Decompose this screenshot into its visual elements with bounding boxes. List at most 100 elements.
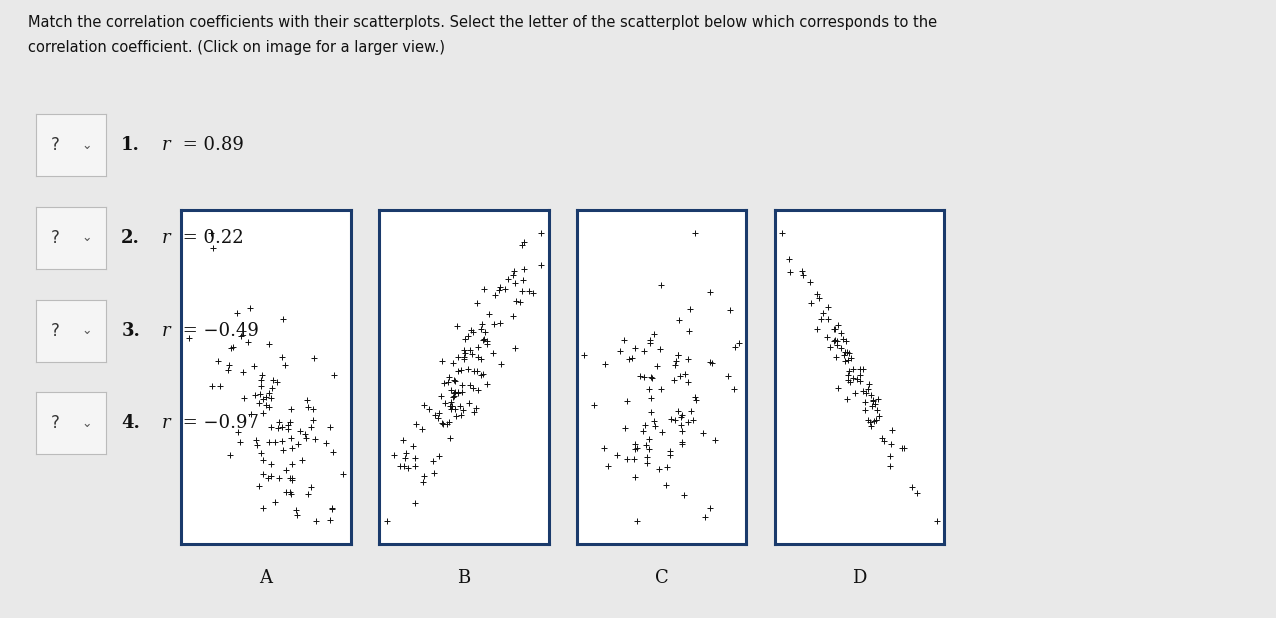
Point: [838, 366, 859, 376]
Point: [246, 439, 267, 449]
Point: [641, 393, 661, 403]
Point: [694, 512, 715, 522]
Point: [444, 404, 464, 414]
Point: [404, 499, 425, 509]
Point: [672, 426, 693, 436]
Point: [639, 434, 660, 444]
Point: [671, 439, 692, 449]
Point: [259, 402, 279, 412]
Point: [854, 386, 874, 396]
Point: [209, 381, 230, 391]
Point: [850, 376, 870, 386]
Point: [438, 417, 458, 426]
Point: [297, 489, 318, 499]
Point: [856, 388, 877, 398]
Point: [376, 516, 397, 526]
Point: [287, 510, 308, 520]
Point: [701, 504, 721, 514]
Point: [251, 370, 272, 380]
Point: [249, 398, 269, 408]
Point: [503, 311, 523, 321]
Text: ?: ?: [51, 321, 60, 340]
Point: [701, 287, 721, 297]
Point: [406, 419, 426, 429]
Point: [800, 277, 820, 287]
Point: [240, 303, 260, 313]
Text: ⌄: ⌄: [80, 417, 92, 430]
Point: [456, 348, 476, 358]
Point: [249, 481, 269, 491]
Point: [838, 349, 859, 358]
Point: [396, 447, 416, 457]
Point: [282, 475, 302, 485]
Point: [279, 473, 300, 483]
Point: [448, 352, 468, 362]
Point: [272, 352, 292, 362]
Point: [449, 401, 470, 411]
Point: [684, 392, 704, 402]
Point: [514, 237, 535, 247]
Point: [219, 450, 240, 460]
Point: [290, 426, 310, 436]
Point: [818, 313, 838, 323]
Point: [513, 264, 533, 274]
Point: [792, 270, 813, 280]
Point: [490, 359, 510, 369]
Point: [618, 454, 638, 464]
Point: [262, 471, 282, 481]
Point: [273, 314, 293, 324]
Point: [635, 420, 656, 430]
Point: [291, 455, 311, 465]
Point: [297, 395, 318, 405]
Text: 4.: 4.: [121, 414, 140, 433]
Point: [202, 381, 222, 391]
Point: [863, 396, 883, 405]
Point: [304, 353, 324, 363]
Point: [394, 454, 415, 464]
Point: [253, 469, 273, 479]
Point: [866, 415, 887, 425]
Point: [669, 315, 689, 324]
Point: [259, 437, 279, 447]
Point: [441, 404, 462, 413]
Point: [475, 327, 495, 337]
Point: [614, 336, 634, 345]
Point: [666, 357, 686, 366]
Point: [259, 387, 279, 397]
Point: [641, 372, 661, 382]
Point: [675, 369, 695, 379]
Text: 2.: 2.: [121, 229, 140, 247]
Point: [281, 489, 301, 499]
Point: [637, 457, 657, 467]
Point: [838, 355, 859, 365]
Point: [615, 423, 635, 433]
Point: [619, 353, 639, 363]
Point: [305, 516, 325, 526]
Point: [419, 405, 439, 415]
Point: [639, 384, 660, 394]
Point: [467, 366, 487, 376]
Point: [320, 421, 341, 431]
Point: [833, 334, 854, 344]
Point: [452, 380, 472, 390]
Point: [826, 352, 846, 362]
Point: [297, 402, 318, 412]
Point: [864, 396, 884, 405]
Point: [324, 370, 345, 380]
Point: [466, 403, 486, 413]
Point: [250, 389, 271, 399]
Text: D: D: [852, 569, 866, 586]
Point: [281, 433, 301, 443]
Point: [624, 454, 644, 464]
Point: [472, 319, 493, 329]
Text: ⌄: ⌄: [80, 324, 92, 337]
Point: [836, 336, 856, 345]
Point: [244, 361, 264, 371]
Point: [258, 473, 278, 483]
Point: [637, 452, 657, 462]
Point: [531, 228, 551, 238]
Point: [838, 370, 859, 380]
Point: [454, 345, 475, 355]
Point: [679, 326, 699, 336]
Point: [809, 293, 829, 303]
